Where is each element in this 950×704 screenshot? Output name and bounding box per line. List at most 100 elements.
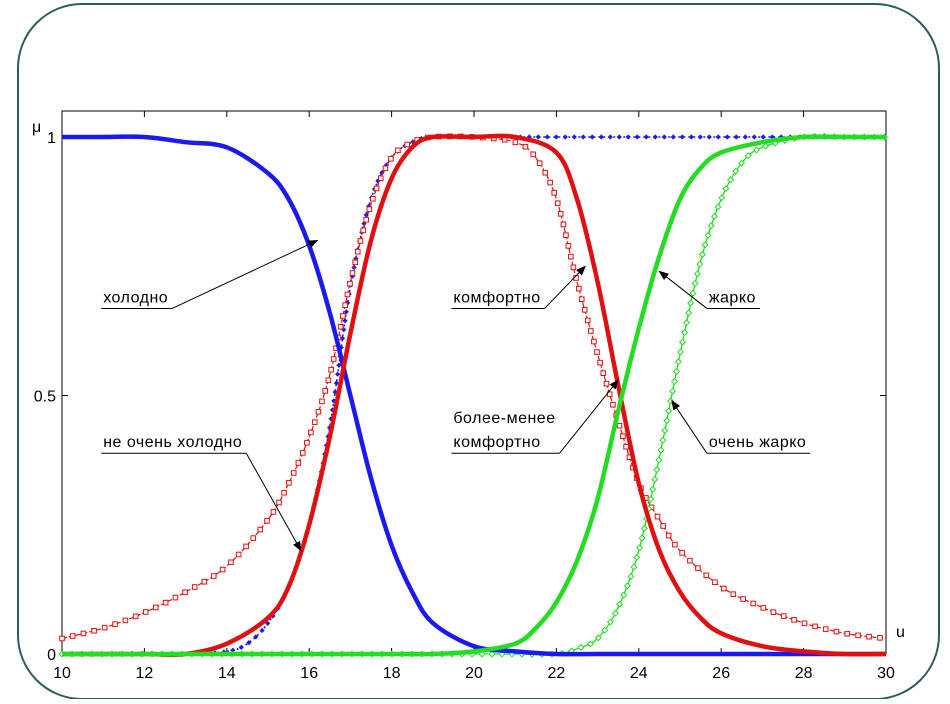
series-point <box>603 380 610 387</box>
series-line <box>62 134 886 657</box>
annotation-label: не очень холодно <box>103 434 242 451</box>
series-point <box>535 134 541 140</box>
series-point <box>219 566 226 573</box>
series-point <box>580 134 586 140</box>
series-point <box>276 499 282 506</box>
series-point <box>253 634 259 640</box>
series-point <box>352 259 358 266</box>
series-point <box>551 189 558 196</box>
series-point <box>855 632 861 639</box>
y-axis-label: μ <box>32 119 41 136</box>
series-point <box>630 563 638 571</box>
series-point <box>714 203 722 211</box>
series-point <box>586 640 594 648</box>
series-point <box>715 134 721 140</box>
series-point <box>801 620 808 627</box>
series-point <box>740 596 746 602</box>
series-point <box>762 142 770 150</box>
series-point <box>623 582 631 590</box>
series-point <box>238 644 244 651</box>
series-point <box>343 309 349 315</box>
series-point <box>562 134 568 140</box>
annotation-arrow <box>544 265 586 309</box>
annotation: холодно <box>101 239 319 309</box>
series-point <box>243 543 249 550</box>
series-point <box>616 600 624 608</box>
series-point <box>547 179 553 186</box>
series-point <box>568 253 574 260</box>
annotation: не очень холодно <box>101 434 302 552</box>
series-point <box>577 643 585 651</box>
series-point <box>319 398 325 405</box>
series-point <box>337 323 344 330</box>
series-point <box>627 572 635 580</box>
series-point <box>360 227 367 234</box>
series-point <box>601 626 609 634</box>
series-point <box>512 139 519 146</box>
annotation-label: комфортно <box>453 289 540 306</box>
series-point <box>760 134 766 140</box>
series-point <box>653 466 661 474</box>
series-point <box>581 307 588 313</box>
series-point <box>570 264 577 271</box>
series-point <box>322 388 329 394</box>
series-point <box>710 212 718 220</box>
series-point <box>672 541 678 548</box>
series-point <box>342 302 348 308</box>
series-point <box>732 167 740 175</box>
series-point <box>563 232 569 238</box>
series-point <box>370 195 376 202</box>
annotation-label: жарко <box>709 289 756 306</box>
series-point <box>738 159 746 167</box>
series-point <box>172 594 179 601</box>
series-point <box>395 147 401 154</box>
series-point <box>498 650 506 658</box>
x-tick-label: 30 <box>877 665 895 682</box>
x-axis-tick-labels: 10 12 14 16 18 20 22 24 26 28 30 <box>53 665 895 682</box>
series-point <box>59 635 65 642</box>
series-point <box>701 241 709 249</box>
series-point <box>228 559 234 566</box>
series-point <box>264 518 270 524</box>
series-point <box>691 280 699 288</box>
series-1 <box>61 134 886 657</box>
series-point <box>270 509 277 515</box>
series-point <box>791 617 797 623</box>
series-point <box>770 609 777 615</box>
series-point <box>101 624 108 631</box>
series-point <box>330 356 337 362</box>
series-point <box>295 460 302 466</box>
series-point <box>342 318 348 324</box>
series-point <box>132 613 139 620</box>
series-point <box>259 627 265 634</box>
series-point <box>610 401 616 408</box>
series-point <box>597 359 603 366</box>
series-point <box>328 366 334 373</box>
series-point <box>377 175 384 182</box>
series-point <box>235 551 242 558</box>
series-point <box>640 524 648 532</box>
series-point <box>553 134 559 140</box>
series-layer <box>58 132 888 658</box>
series-point <box>404 141 410 148</box>
series-point <box>681 328 689 336</box>
series-point <box>760 605 767 611</box>
series-point <box>688 134 694 140</box>
series-point <box>697 134 703 140</box>
series-point <box>672 368 680 376</box>
series-point <box>638 534 646 542</box>
series-point <box>542 169 549 176</box>
series-point <box>742 134 748 140</box>
series-point <box>750 600 757 607</box>
series-point <box>833 628 840 635</box>
series-point <box>721 585 727 592</box>
x-tick-label: 16 <box>300 665 318 682</box>
series-point <box>722 185 730 193</box>
series-point <box>286 480 292 486</box>
annotation: комфортно <box>451 265 586 309</box>
series-point <box>616 134 622 140</box>
series-point <box>844 630 851 637</box>
series-5 <box>62 134 886 657</box>
series-point <box>634 134 640 140</box>
x-tick-label: 20 <box>465 665 483 682</box>
